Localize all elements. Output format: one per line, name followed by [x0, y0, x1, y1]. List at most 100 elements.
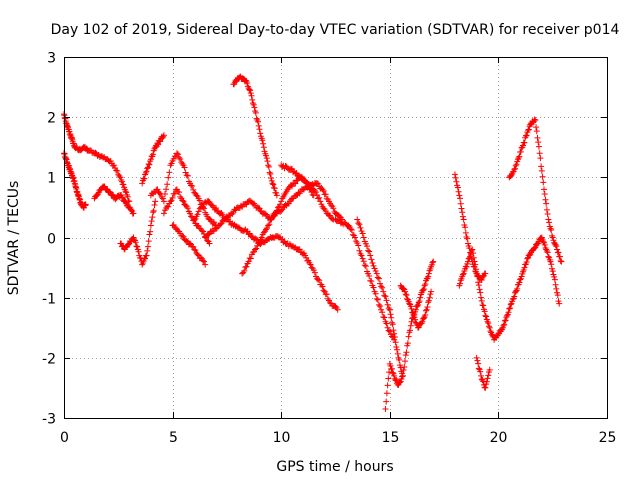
data-point	[260, 229, 267, 236]
data-point	[400, 367, 407, 374]
data-point	[387, 311, 394, 318]
data-point	[151, 202, 158, 209]
data-point	[407, 327, 414, 334]
data-point	[184, 172, 191, 179]
data-point	[362, 263, 369, 270]
data-point	[454, 184, 461, 191]
data-point	[179, 232, 186, 239]
data-point	[252, 109, 259, 116]
data-point	[171, 190, 178, 197]
data-point	[479, 274, 486, 281]
data-point	[507, 301, 514, 308]
data-point	[520, 142, 527, 149]
data-point	[323, 291, 330, 298]
data-point	[107, 157, 114, 164]
data-point	[558, 258, 565, 265]
data-point	[534, 134, 541, 141]
data-point	[251, 104, 258, 111]
data-point	[144, 247, 151, 254]
data-point	[165, 203, 172, 210]
data-point	[361, 262, 368, 269]
data-point	[163, 186, 170, 193]
data-point	[470, 250, 477, 257]
data-point	[408, 318, 415, 325]
data-point	[463, 263, 470, 270]
data-point	[259, 137, 266, 144]
data-point	[196, 197, 203, 204]
data-point	[548, 261, 555, 268]
data-point	[537, 155, 544, 162]
y-tick-label: 1	[47, 171, 56, 187]
data-point	[473, 270, 480, 277]
data-point	[512, 288, 519, 295]
data-point	[181, 164, 188, 171]
data-point	[396, 379, 403, 386]
data-point	[348, 227, 355, 234]
data-point	[250, 101, 257, 108]
data-point	[255, 204, 262, 211]
data-point	[190, 243, 197, 250]
y-tick-label: 2	[47, 111, 56, 127]
data-point	[425, 273, 432, 280]
data-point	[167, 198, 174, 205]
data-point	[383, 297, 390, 304]
data-point	[249, 96, 256, 103]
data-point	[500, 322, 507, 329]
data-point	[509, 168, 516, 175]
data-point	[198, 227, 205, 234]
data-point	[312, 189, 319, 196]
data-point	[328, 202, 335, 209]
data-point	[150, 209, 157, 216]
data-point	[247, 87, 254, 94]
data-point	[360, 234, 367, 241]
data-point	[139, 261, 146, 268]
data-point	[427, 291, 434, 298]
data-point	[503, 314, 510, 321]
data-point	[479, 377, 486, 384]
data-point	[386, 369, 393, 376]
data-point	[125, 241, 132, 248]
data-point	[396, 379, 403, 386]
data-point	[388, 365, 395, 372]
data-point	[367, 252, 374, 259]
data-point	[402, 291, 409, 298]
data-point	[273, 207, 280, 214]
data-point	[200, 228, 207, 235]
data-point	[322, 191, 329, 198]
data-point	[180, 233, 187, 240]
data-point	[245, 258, 252, 265]
data-point	[458, 205, 465, 212]
y-axis-label: SDTVAR / TECUs	[6, 181, 22, 296]
data-point	[544, 249, 551, 256]
data-point	[553, 285, 560, 292]
data-point	[363, 243, 370, 250]
data-point	[213, 205, 220, 212]
data-point	[320, 187, 327, 194]
data-point	[556, 300, 563, 307]
data-point	[501, 317, 508, 324]
data-point	[149, 214, 156, 221]
data-point	[186, 210, 193, 217]
data-point	[206, 240, 213, 247]
data-point	[315, 276, 322, 283]
data-point	[540, 179, 547, 186]
data-point	[188, 182, 195, 189]
data-point	[183, 238, 190, 245]
data-point	[482, 312, 489, 319]
data-point	[147, 228, 154, 235]
data-point	[385, 305, 392, 312]
data-point	[485, 372, 492, 379]
data-point	[478, 277, 485, 284]
data-point	[478, 294, 485, 301]
data-point	[462, 224, 469, 231]
data-point	[399, 373, 406, 380]
data-point	[330, 205, 337, 212]
data-point	[538, 163, 545, 170]
data-point	[319, 283, 326, 290]
data-point	[420, 286, 427, 293]
data-point	[557, 257, 564, 264]
data-point	[365, 247, 372, 254]
data-point	[263, 155, 270, 162]
data-point	[418, 320, 425, 327]
data-point	[320, 287, 327, 294]
